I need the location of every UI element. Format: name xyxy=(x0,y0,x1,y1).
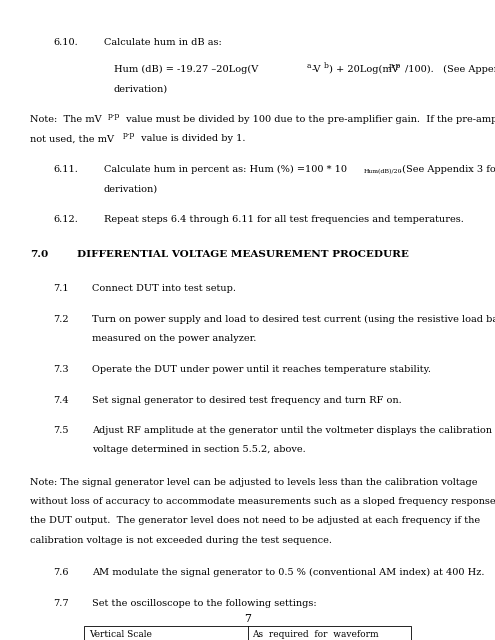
Text: /100).   (See Appendix 2 for: /100). (See Appendix 2 for xyxy=(405,65,495,74)
Text: measured on the power analyzer.: measured on the power analyzer. xyxy=(92,334,256,343)
Text: a: a xyxy=(306,62,311,70)
Text: Hum(dB)/20: Hum(dB)/20 xyxy=(363,169,402,174)
Text: b: b xyxy=(324,62,329,70)
Text: Note:  The mV: Note: The mV xyxy=(30,115,101,124)
Text: 7.2: 7.2 xyxy=(53,315,69,324)
Text: voltage determined in section 5.5.2, above.: voltage determined in section 5.5.2, abo… xyxy=(92,445,305,454)
Text: 7: 7 xyxy=(244,614,251,625)
Text: without loss of accuracy to accommodate measurements such as a sloped frequency : without loss of accuracy to accommodate … xyxy=(30,497,495,506)
Text: 6.12.: 6.12. xyxy=(53,215,78,224)
Text: Hum (dB) = -19.27 –20Log(V: Hum (dB) = -19.27 –20Log(V xyxy=(114,65,258,74)
Text: 7.7: 7.7 xyxy=(53,599,69,608)
Text: 6.10.: 6.10. xyxy=(53,38,78,47)
Text: value is divided by 1.: value is divided by 1. xyxy=(138,134,245,143)
Text: Operate the DUT under power until it reaches temperature stability.: Operate the DUT under power until it rea… xyxy=(92,365,431,374)
Text: Note: The signal generator level can be adjusted to levels less than the calibra: Note: The signal generator level can be … xyxy=(30,478,477,487)
Text: -V: -V xyxy=(312,65,321,74)
Text: Repeat steps 6.4 through 6.11 for all test frequencies and temperatures.: Repeat steps 6.4 through 6.11 for all te… xyxy=(104,215,464,224)
Text: derivation): derivation) xyxy=(104,184,158,193)
Text: AM modulate the signal generator to 0.5 % (conventional AM index) at 400 Hz.: AM modulate the signal generator to 0.5 … xyxy=(92,568,484,577)
Text: p-p: p-p xyxy=(108,112,120,120)
Text: DIFFERENTIAL VOLTAGE MEASUREMENT PROCEDURE: DIFFERENTIAL VOLTAGE MEASUREMENT PROCEDU… xyxy=(77,250,408,259)
Bar xyxy=(84,626,411,640)
Text: p-p: p-p xyxy=(123,131,135,140)
Text: derivation): derivation) xyxy=(114,84,168,93)
Text: the DUT output.  The generator level does not need to be adjusted at each freque: the DUT output. The generator level does… xyxy=(30,516,480,525)
Text: 6.11.: 6.11. xyxy=(53,165,78,174)
Text: As  required  for  waveform: As required for waveform xyxy=(252,630,379,639)
Text: .(See Appendix 3 for: .(See Appendix 3 for xyxy=(399,165,495,174)
Text: 7.4: 7.4 xyxy=(53,396,69,404)
Text: Adjust RF amplitude at the generator until the voltmeter displays the calibratio: Adjust RF amplitude at the generator unt… xyxy=(92,426,492,435)
Text: not used, the mV: not used, the mV xyxy=(30,134,114,143)
Text: Set signal generator to desired test frequency and turn RF on.: Set signal generator to desired test fre… xyxy=(92,396,401,404)
Text: 7.0: 7.0 xyxy=(30,250,48,259)
Text: 7.1: 7.1 xyxy=(53,284,69,293)
Text: 7.6: 7.6 xyxy=(53,568,69,577)
Text: 7.3: 7.3 xyxy=(53,365,69,374)
Text: 7.5: 7.5 xyxy=(53,426,69,435)
Text: Connect DUT into test setup.: Connect DUT into test setup. xyxy=(92,284,236,293)
Text: calibration voltage is not exceeded during the test sequence.: calibration voltage is not exceeded duri… xyxy=(30,536,332,545)
Text: Vertical Scale: Vertical Scale xyxy=(89,630,152,639)
Text: ) + 20Log(mV: ) + 20Log(mV xyxy=(329,65,399,74)
Text: value must be divided by 100 due to the pre-amplifier gain.  If the pre-amp is: value must be divided by 100 due to the … xyxy=(123,115,495,124)
Text: Set the oscilloscope to the following settings:: Set the oscilloscope to the following se… xyxy=(92,599,316,608)
Text: p-p: p-p xyxy=(389,62,401,70)
Text: Calculate hum in dB as:: Calculate hum in dB as: xyxy=(104,38,222,47)
Text: Calculate hum in percent as: Hum (%) =100 * 10: Calculate hum in percent as: Hum (%) =10… xyxy=(104,165,347,174)
Text: Turn on power supply and load to desired test current (using the resistive load : Turn on power supply and load to desired… xyxy=(92,315,495,324)
